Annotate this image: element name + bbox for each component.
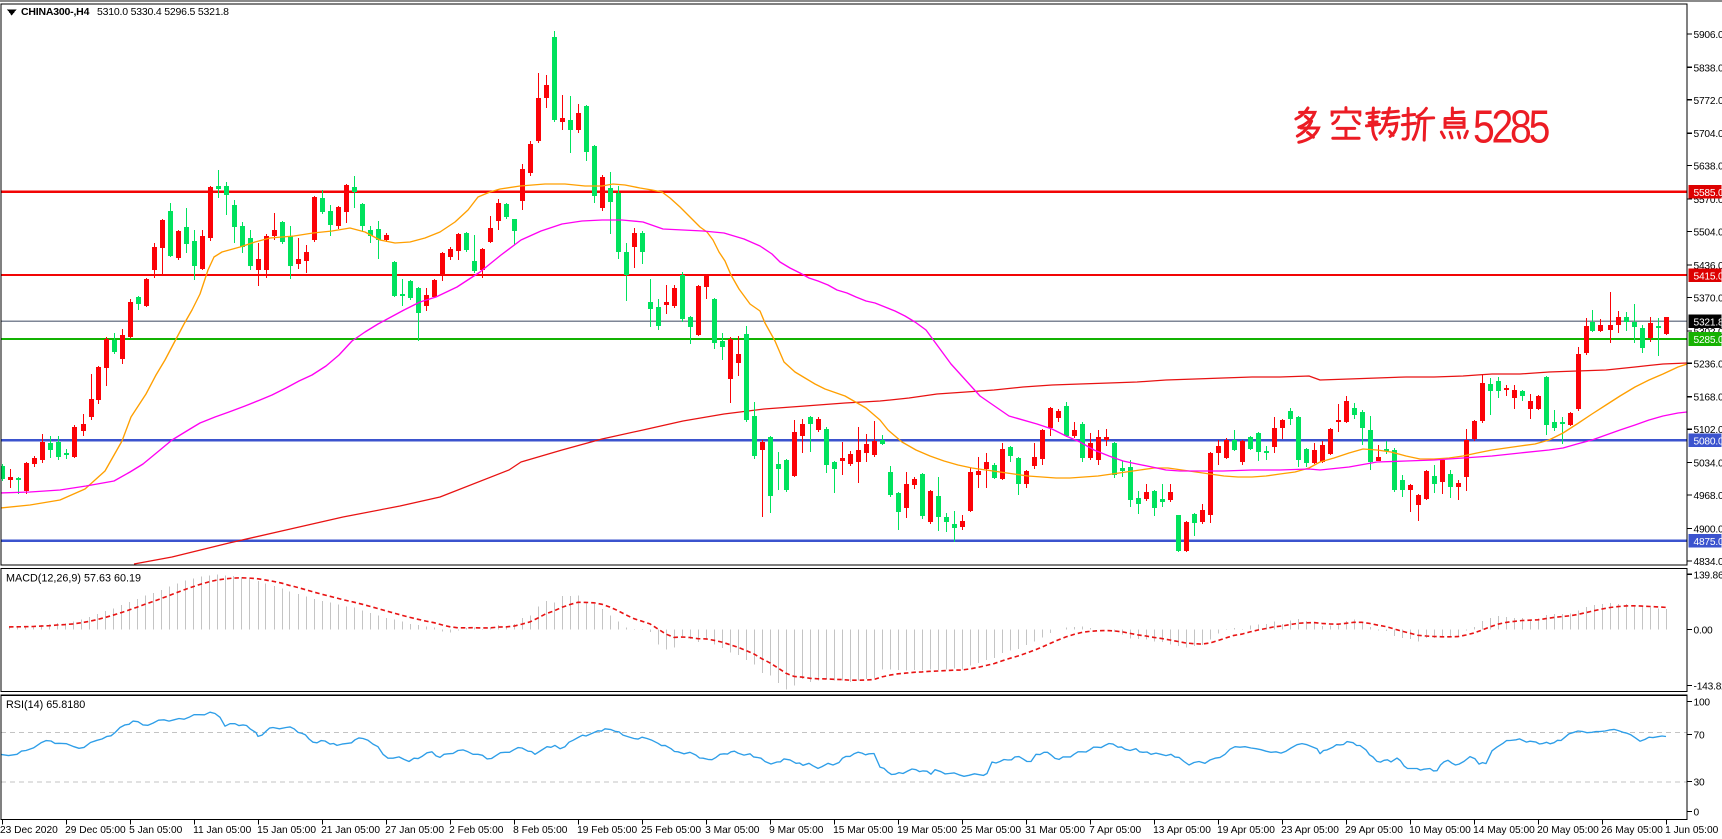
svg-text:19 Feb 05:00: 19 Feb 05:00	[577, 825, 637, 836]
svg-text:9 Mar 05:00: 9 Mar 05:00	[769, 825, 824, 836]
svg-text:0: 0	[1694, 808, 1700, 819]
svg-text:19 Apr 05:00: 19 Apr 05:00	[1217, 825, 1275, 836]
svg-text:5102.0: 5102.0	[1694, 425, 1722, 436]
svg-text:5704.0: 5704.0	[1694, 129, 1722, 140]
svg-text:5310.0 5330.4 5296.5 5321.8: 5310.0 5330.4 5296.5 5321.8	[97, 6, 229, 18]
svg-text:25 Mar 05:00: 25 Mar 05:00	[961, 825, 1021, 836]
svg-text:0.00: 0.00	[1694, 625, 1714, 636]
svg-text:5906.0: 5906.0	[1694, 30, 1722, 41]
svg-text:20 May 05:00: 20 May 05:00	[1537, 825, 1599, 836]
svg-text:30: 30	[1694, 778, 1705, 789]
svg-text:5638.0: 5638.0	[1694, 162, 1722, 173]
svg-text:29 Dec 05:00: 29 Dec 05:00	[65, 825, 126, 836]
svg-text:5168.0: 5168.0	[1694, 393, 1722, 404]
svg-text:11 Jan 05:00: 11 Jan 05:00	[193, 825, 251, 836]
svg-text:26 May 05:00: 26 May 05:00	[1601, 825, 1663, 836]
svg-text:139.86: 139.86	[1694, 570, 1722, 581]
svg-text:2 Feb 05:00: 2 Feb 05:00	[449, 825, 504, 836]
svg-text:5285: 5285	[1473, 102, 1550, 154]
svg-text:15 Mar 05:00: 15 Mar 05:00	[833, 825, 893, 836]
svg-text:31 Mar 05:00: 31 Mar 05:00	[1025, 825, 1085, 836]
svg-text:5370.0: 5370.0	[1694, 293, 1722, 304]
svg-text:5415.0: 5415.0	[1694, 271, 1722, 282]
svg-text:23 Apr 05:00: 23 Apr 05:00	[1281, 825, 1339, 836]
svg-text:5321.8: 5321.8	[1694, 318, 1722, 329]
svg-text:5034.0: 5034.0	[1694, 459, 1722, 470]
svg-text:29 Apr 05:00: 29 Apr 05:00	[1345, 825, 1403, 836]
svg-text:14 May 05:00: 14 May 05:00	[1473, 825, 1535, 836]
svg-text:25 Feb 05:00: 25 Feb 05:00	[641, 825, 701, 836]
svg-text:3 Mar 05:00: 3 Mar 05:00	[705, 825, 760, 836]
svg-text:5570.0: 5570.0	[1694, 195, 1722, 206]
svg-text:100: 100	[1694, 698, 1711, 709]
svg-text:19 Mar 05:00: 19 Mar 05:00	[897, 825, 957, 836]
svg-text:10 May 05:00: 10 May 05:00	[1409, 825, 1471, 836]
svg-text:4900.0: 4900.0	[1694, 525, 1722, 536]
svg-text:4875.0: 4875.0	[1694, 537, 1722, 548]
svg-text:CHINA300-,H4: CHINA300-,H4	[21, 6, 90, 18]
svg-text:5 Jan 05:00: 5 Jan 05:00	[129, 825, 183, 836]
svg-text:5285.0: 5285.0	[1694, 335, 1722, 346]
svg-text:5436.0: 5436.0	[1694, 261, 1722, 272]
svg-text:4968.0: 4968.0	[1694, 491, 1722, 502]
svg-text:27 Jan 05:00: 27 Jan 05:00	[385, 825, 444, 836]
svg-text:7 Apr 05:00: 7 Apr 05:00	[1089, 825, 1141, 836]
svg-text:RSI(14) 65.8180: RSI(14) 65.8180	[6, 699, 85, 711]
svg-text:13 Apr 05:00: 13 Apr 05:00	[1153, 825, 1211, 836]
svg-text:8 Feb 05:00: 8 Feb 05:00	[513, 825, 568, 836]
svg-text:4834.0: 4834.0	[1694, 557, 1722, 568]
svg-text:1 Jun 05:00: 1 Jun 05:00	[1665, 825, 1719, 836]
svg-text:5772.0: 5772.0	[1694, 96, 1722, 107]
svg-text:5585.0: 5585.0	[1694, 188, 1722, 199]
svg-text:5236.0: 5236.0	[1694, 359, 1722, 370]
svg-text:5080.0: 5080.0	[1694, 437, 1722, 448]
svg-text:70: 70	[1694, 731, 1705, 742]
svg-text:MACD(12,26,9) 57.63 60.19: MACD(12,26,9) 57.63 60.19	[6, 572, 141, 584]
svg-text:5504.0: 5504.0	[1694, 228, 1722, 239]
svg-text:15 Jan 05:00: 15 Jan 05:00	[257, 825, 316, 836]
svg-text:-143.82: -143.82	[1694, 682, 1722, 693]
svg-text:23 Dec 2020: 23 Dec 2020	[0, 825, 58, 836]
svg-text:21 Jan 05:00: 21 Jan 05:00	[321, 825, 380, 836]
svg-text:5838.0: 5838.0	[1694, 63, 1722, 74]
